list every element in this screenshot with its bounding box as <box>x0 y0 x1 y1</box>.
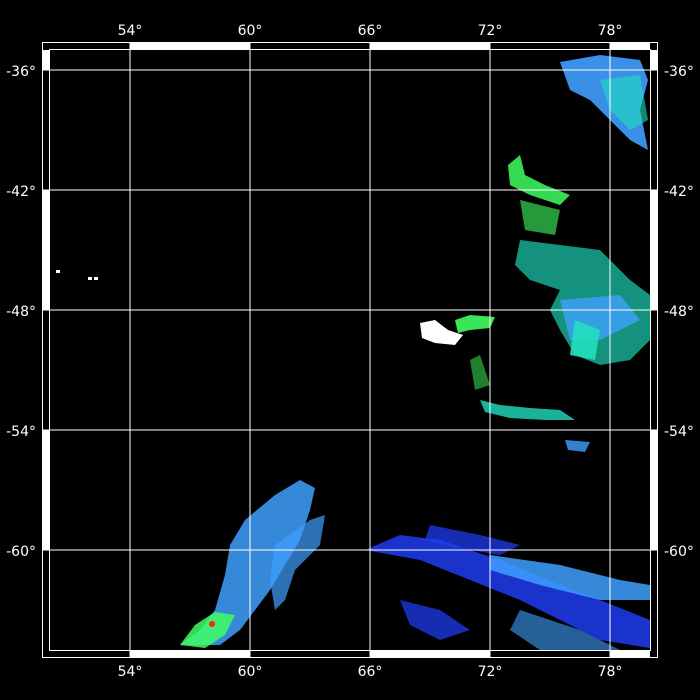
frame-bar <box>610 650 650 657</box>
frame-bar <box>43 190 50 310</box>
frame-bar <box>130 43 250 50</box>
map-frame <box>42 42 658 658</box>
data-region <box>570 320 600 360</box>
data-region <box>455 315 495 333</box>
graticule <box>42 42 658 658</box>
data-region <box>480 400 575 420</box>
lat-label-right: -42° <box>664 184 694 200</box>
lon-label-top: 72° <box>478 23 503 39</box>
data-region <box>400 600 470 640</box>
lat-label-left: -60° <box>6 544 36 560</box>
lat-label-right: -60° <box>664 544 694 560</box>
data-region <box>520 200 560 235</box>
lat-label-left: -54° <box>6 424 36 440</box>
data-region <box>508 155 570 205</box>
frame-bar <box>43 430 50 550</box>
lon-label-top: 66° <box>358 23 383 39</box>
lon-label-bottom: 66° <box>358 664 383 680</box>
frame-bar <box>370 43 490 50</box>
lon-label-bottom: 72° <box>478 664 503 680</box>
data-region <box>600 75 648 130</box>
data-region <box>565 440 590 452</box>
data-region <box>180 480 315 645</box>
frame-bar <box>130 650 250 657</box>
data-region <box>180 612 235 648</box>
frame-bar <box>370 650 490 657</box>
data-point <box>56 270 60 273</box>
lon-label-bottom: 60° <box>238 664 263 680</box>
frame-bar <box>650 190 657 310</box>
lat-label-left: -42° <box>6 184 36 200</box>
data-region <box>470 355 490 390</box>
lon-label-bottom: 78° <box>598 664 623 680</box>
high-value-region <box>420 320 463 345</box>
data-region <box>425 525 520 555</box>
data-point <box>88 277 92 280</box>
outer-frame <box>42 42 658 658</box>
lat-label-left: -36° <box>6 64 36 80</box>
lat-label-right: -36° <box>664 64 694 80</box>
axis-labels: 54° 60° 66° 72° 78° 54° 60° 66° 72° 78° … <box>6 23 694 680</box>
frame-bar <box>43 50 50 70</box>
lon-label-top: 78° <box>598 23 623 39</box>
max-value-point <box>209 621 215 627</box>
frame-bar <box>650 50 657 70</box>
frame-bar <box>650 430 657 550</box>
lat-label-right: -48° <box>664 304 694 320</box>
frame-bar <box>610 43 650 50</box>
lon-label-top: 54° <box>118 23 143 39</box>
inner-frame <box>49 49 651 651</box>
lon-label-bottom: 54° <box>118 664 143 680</box>
lat-label-right: -54° <box>664 424 694 440</box>
lat-label-left: -48° <box>6 304 36 320</box>
lon-label-top: 60° <box>238 23 263 39</box>
data-point <box>94 277 98 280</box>
data-region <box>270 515 325 610</box>
data-region <box>510 610 620 650</box>
data-region <box>365 535 650 648</box>
